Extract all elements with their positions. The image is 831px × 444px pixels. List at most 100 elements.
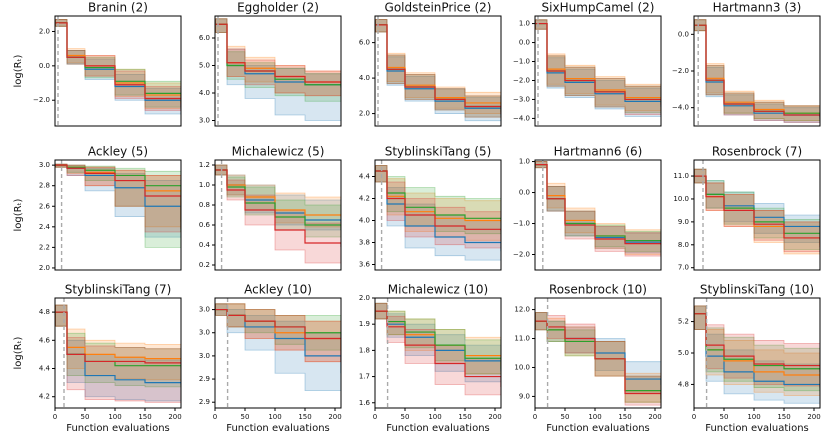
y-tick-label: 2.9 bbox=[199, 375, 210, 383]
x-tick-label: 0 bbox=[373, 413, 377, 421]
panel: 4.8 5.0 5.2 0 50 100 150 200 StyblinskiTang (10)… bbox=[678, 283, 821, 435]
x-axis-label: Function evaluations bbox=[705, 423, 809, 434]
panel-title: Michalewicz (10) bbox=[388, 283, 488, 297]
y-tick-label: 4.8 bbox=[678, 380, 689, 388]
y-tick-label: 1.0 bbox=[199, 181, 210, 189]
plot-area bbox=[535, 19, 661, 121]
y-tick-label: 2.0 bbox=[39, 27, 50, 35]
x-tick-label: 100 bbox=[588, 413, 601, 421]
y-tick-label: −4.0 bbox=[672, 104, 689, 112]
confidence-band bbox=[215, 303, 341, 403]
confidence-band bbox=[215, 18, 341, 99]
y-tick-label: 1.6 bbox=[359, 399, 371, 407]
plot-area bbox=[535, 161, 661, 258]
y-tick-label: 2.9 bbox=[199, 398, 210, 406]
plot-area bbox=[215, 303, 341, 403]
series-line bbox=[694, 24, 820, 117]
plot-area bbox=[55, 304, 181, 403]
plot-area bbox=[375, 19, 501, 125]
confidence-band bbox=[55, 304, 181, 403]
x-tick-label: 50 bbox=[561, 413, 570, 421]
confidence-band bbox=[535, 19, 661, 117]
y-tick-label: 5.2 bbox=[678, 318, 689, 326]
confidence-band bbox=[535, 19, 661, 119]
y-tick-label: −2.0 bbox=[513, 251, 530, 259]
series-line bbox=[535, 22, 661, 106]
y-tick-label: 1.2 bbox=[199, 161, 210, 169]
y-tick-label: 0.4 bbox=[199, 241, 211, 249]
y-tick-label: −1.0 bbox=[513, 220, 530, 228]
y-tick-label: 2.4 bbox=[39, 223, 51, 231]
x-tick-label: 200 bbox=[488, 413, 501, 421]
y-tick-label: 3.0 bbox=[199, 329, 210, 337]
confidence-band bbox=[55, 304, 181, 389]
confidence-band bbox=[535, 19, 661, 121]
y-tick-label: 1.8 bbox=[359, 346, 370, 354]
x-tick-label: 150 bbox=[618, 413, 631, 421]
confidence-band bbox=[375, 165, 501, 243]
y-tick-label: 5.0 bbox=[678, 349, 689, 357]
confidence-band bbox=[375, 165, 501, 237]
x-tick-label: 50 bbox=[81, 413, 90, 421]
y-tick-label: 4.2 bbox=[39, 393, 50, 401]
y-tick-label: 4.4 bbox=[359, 173, 371, 181]
series-line bbox=[535, 320, 661, 400]
y-tick-label: 0.8 bbox=[199, 201, 210, 209]
y-tick-label: 6.0 bbox=[359, 39, 370, 47]
x-tick-label: 100 bbox=[747, 413, 760, 421]
confidence-band bbox=[535, 312, 661, 400]
plot-area bbox=[55, 163, 181, 263]
y-tick-label: 0.0 bbox=[519, 39, 530, 47]
confidence-band bbox=[215, 18, 341, 121]
y-tick-label: −4.0 bbox=[513, 114, 530, 122]
y-tick-label: 11.0 bbox=[514, 335, 530, 343]
panel-title: Hartmann6 (6) bbox=[554, 145, 643, 159]
y-tick-label: −2.0 bbox=[33, 96, 50, 104]
confidence-band bbox=[55, 163, 181, 248]
panel: 0.0 −2.0 −4.0 Hartmann3 (3) bbox=[672, 1, 821, 127]
confidence-band bbox=[535, 19, 661, 115]
plot-area bbox=[375, 302, 501, 403]
y-tick-label: 1.7 bbox=[359, 373, 370, 381]
panel-title: Branin (2) bbox=[88, 1, 148, 15]
y-tick-label: 0.0 bbox=[39, 62, 50, 70]
panel: 3.6 3.8 4.0 4.2 4.4 StyblinskiTang (5) bbox=[359, 145, 502, 271]
y-axis-label: log(Rₜ) bbox=[13, 198, 24, 231]
axes-frame bbox=[54, 159, 182, 271]
y-tick-label: 4.2 bbox=[359, 195, 370, 203]
axes-frame bbox=[374, 297, 502, 409]
axes-frame bbox=[534, 297, 662, 409]
series-line bbox=[215, 23, 341, 85]
series-line bbox=[694, 175, 820, 248]
x-tick-label: 200 bbox=[168, 413, 181, 421]
y-tick-label: 9.0 bbox=[519, 392, 530, 400]
confidence-band bbox=[375, 302, 501, 382]
confidence-band bbox=[55, 163, 181, 238]
x-axis-label: Function evaluations bbox=[546, 423, 650, 434]
x-tick-label: 100 bbox=[108, 413, 121, 421]
y-tick-label: 1.0 bbox=[519, 158, 530, 166]
y-tick-label: 3.0 bbox=[199, 352, 210, 360]
panel: 0.2 0.4 0.6 0.8 1.0 1.2 Michalewicz (5) bbox=[199, 145, 342, 271]
x-tick-label: 150 bbox=[777, 413, 790, 421]
series-line bbox=[215, 169, 341, 247]
axes-frame bbox=[374, 15, 502, 127]
series-line bbox=[55, 22, 181, 108]
confidence-band bbox=[215, 18, 341, 113]
series-line bbox=[535, 164, 661, 246]
x-axis-label: Function evaluations bbox=[386, 423, 490, 434]
plot-area bbox=[535, 312, 661, 406]
x-tick-label: 150 bbox=[138, 413, 151, 421]
y-tick-label: 6.0 bbox=[199, 34, 210, 42]
panel: 2.0 2.2 2.4 2.6 2.8 3.0 Ackley (5) log(Rₜ) bbox=[13, 145, 182, 272]
panel-title: Ackley (10) bbox=[244, 283, 312, 297]
panel: 2.0 4.0 6.0 GoldsteinPrice (2) bbox=[359, 1, 502, 127]
panel: 1.6 1.7 1.8 1.9 2.0 0 50 100 150 200 Michalewicz (… bbox=[359, 283, 502, 435]
x-tick-label: 50 bbox=[401, 413, 410, 421]
y-tick-label: 0.2 bbox=[199, 261, 210, 269]
y-axis-label: log(Rₜ) bbox=[13, 54, 24, 87]
axes-frame bbox=[214, 297, 342, 409]
y-tick-label: 3.8 bbox=[359, 239, 370, 247]
x-axis-label: Function evaluations bbox=[66, 423, 170, 434]
confidence-band bbox=[55, 19, 181, 116]
